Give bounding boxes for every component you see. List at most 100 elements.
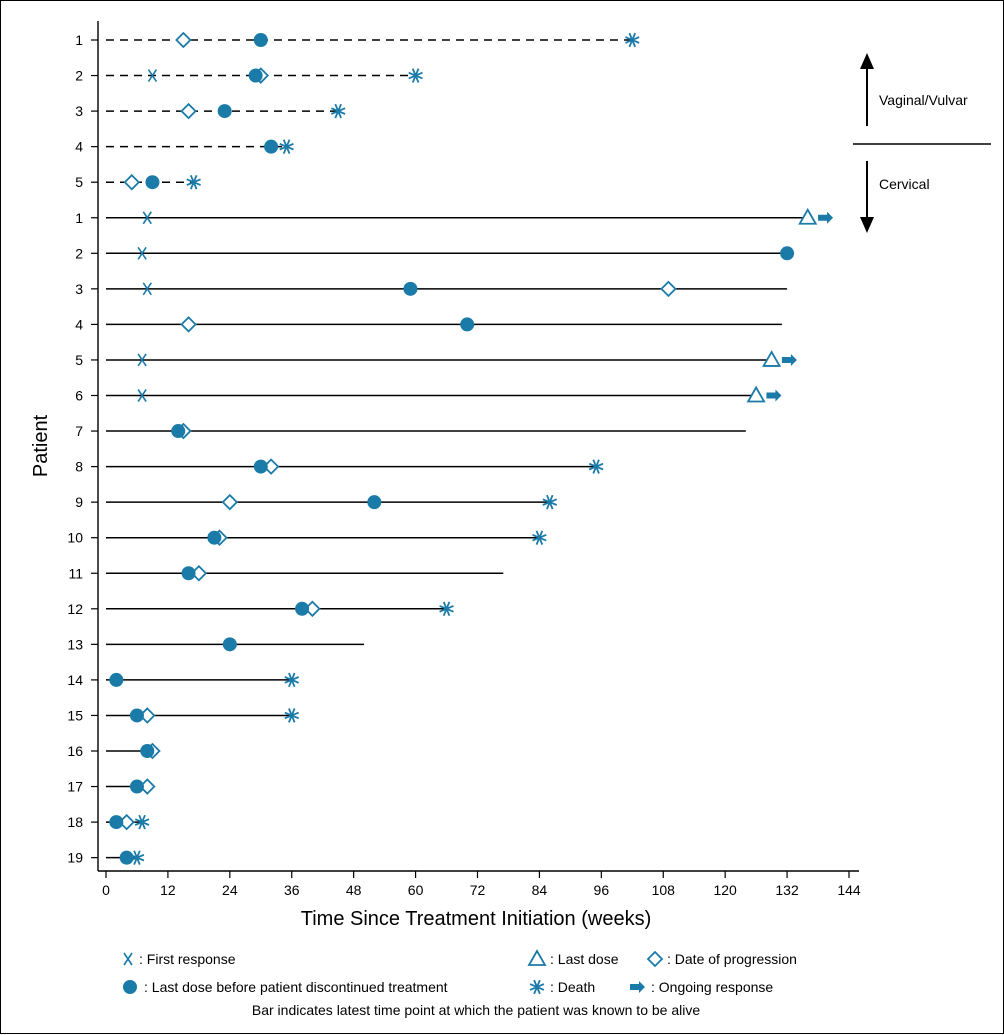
y-tick-label: 4 bbox=[75, 139, 83, 155]
first_response-marker bbox=[147, 69, 158, 82]
patient-row: 3 bbox=[75, 102, 346, 120]
discontinued-marker bbox=[109, 672, 124, 687]
patient-row: 7 bbox=[75, 422, 746, 440]
legend-progression-label: : Date of progression bbox=[667, 951, 797, 967]
y-tick-label: 5 bbox=[75, 174, 83, 190]
death-marker bbox=[186, 174, 201, 190]
ongoing-marker bbox=[766, 389, 782, 402]
patient-row: 9 bbox=[75, 493, 558, 511]
x-tick-label: 12 bbox=[160, 882, 176, 898]
ongoing-marker bbox=[781, 353, 797, 366]
discontinued-marker bbox=[780, 246, 795, 261]
legend-ongoing-label: : Ongoing response bbox=[651, 979, 773, 995]
discontinued-marker bbox=[248, 68, 263, 83]
patient-row: 5 bbox=[75, 173, 201, 191]
discontinued-marker bbox=[119, 850, 134, 865]
legend-death-label: : Death bbox=[550, 979, 595, 995]
y-tick-label: 8 bbox=[75, 459, 83, 475]
x-tick-label: 36 bbox=[284, 882, 300, 898]
progression-marker bbox=[646, 950, 664, 968]
death-marker bbox=[588, 459, 604, 474]
patient-row: 1 bbox=[75, 31, 640, 49]
death-marker bbox=[542, 494, 558, 510]
y-tick-label: 2 bbox=[75, 68, 83, 84]
x-tick-label: 120 bbox=[713, 882, 737, 898]
y-tick-label: 13 bbox=[67, 636, 83, 652]
x-tick-label: 24 bbox=[222, 882, 238, 898]
first_response-marker bbox=[142, 282, 152, 296]
patient-row: 16 bbox=[67, 742, 161, 760]
patient-row: 11 bbox=[68, 564, 504, 582]
patient-row: 2 bbox=[75, 67, 423, 84]
x-tick-label: 0 bbox=[102, 882, 110, 898]
discontinued-marker bbox=[207, 530, 222, 545]
y-tick-label: 17 bbox=[67, 779, 83, 795]
legend-discontinued-label: : Last dose before patient discontinued … bbox=[144, 979, 448, 995]
discontinued-marker bbox=[222, 637, 237, 652]
discontinued-marker bbox=[129, 708, 144, 723]
death-marker bbox=[134, 814, 150, 830]
legend-death: : Death bbox=[529, 979, 595, 995]
legend-last-dose: : Last dose bbox=[527, 949, 619, 967]
patient-row: 12 bbox=[67, 600, 454, 618]
x-tick-label: 72 bbox=[470, 882, 486, 898]
group-annotation: Vaginal/Vulvar Cervical bbox=[853, 53, 991, 233]
x-tick-label: 132 bbox=[775, 882, 799, 898]
discontinued-marker bbox=[109, 815, 124, 830]
discontinued-marker bbox=[123, 980, 137, 994]
patient-row: 15 bbox=[67, 707, 300, 724]
discontinued-marker bbox=[181, 566, 196, 581]
discontinued-marker bbox=[145, 175, 160, 190]
death-marker bbox=[529, 979, 545, 995]
discontinued-marker bbox=[171, 424, 186, 439]
y-tick-label: 2 bbox=[75, 245, 83, 261]
x-tick-label: 84 bbox=[532, 882, 548, 898]
x-tick-label: 60 bbox=[408, 882, 424, 898]
legend-ongoing: : Ongoing response bbox=[630, 979, 773, 995]
last_dose-marker bbox=[798, 207, 818, 225]
patient-row: 4 bbox=[75, 139, 294, 155]
y-tick-label: 1 bbox=[75, 210, 83, 226]
y-tick-label: 1 bbox=[75, 32, 83, 48]
arrow-up-head-icon bbox=[860, 53, 874, 69]
first_response-marker bbox=[137, 353, 147, 367]
patient-row: 1 bbox=[75, 207, 834, 226]
discontinued-marker bbox=[295, 601, 310, 616]
last_dose-marker bbox=[527, 949, 547, 966]
y-tick-label: 5 bbox=[75, 352, 83, 368]
death-marker bbox=[625, 32, 640, 48]
patient-row: 3 bbox=[75, 280, 788, 298]
x-tick-label: 96 bbox=[594, 882, 610, 898]
legend: : First response: Last dose: Date of pro… bbox=[123, 949, 797, 1018]
legend-discontinued: : Last dose before patient discontinued … bbox=[123, 979, 448, 995]
death-marker bbox=[284, 672, 300, 688]
y-tick-label: 15 bbox=[67, 707, 83, 723]
last_dose-marker bbox=[746, 385, 766, 403]
first_response-marker bbox=[142, 211, 152, 225]
death-marker bbox=[408, 68, 423, 83]
progression-marker bbox=[175, 31, 192, 49]
y-tick-label: 4 bbox=[75, 316, 83, 332]
last_dose-marker bbox=[762, 350, 782, 367]
patient-row: 8 bbox=[75, 458, 604, 475]
patient-row: 6 bbox=[75, 385, 782, 404]
death-marker bbox=[129, 850, 145, 865]
progression-marker bbox=[221, 493, 239, 511]
death-marker bbox=[279, 139, 294, 154]
first_response-marker bbox=[137, 246, 147, 260]
y-tick-label: 14 bbox=[67, 672, 83, 688]
progression-marker bbox=[180, 102, 197, 120]
x-tick-label: 144 bbox=[837, 882, 861, 898]
y-tick-label: 16 bbox=[67, 743, 83, 759]
patient-row: 18 bbox=[67, 813, 150, 831]
legend-progression: : Date of progression bbox=[646, 950, 797, 968]
patient-row: 5 bbox=[75, 350, 797, 368]
patient-row: 19 bbox=[67, 850, 145, 866]
axes: 0 12 24 36 48 60 72 84 96 108 120 132 144 bbox=[97, 21, 861, 898]
y-tick-label: 12 bbox=[67, 601, 83, 617]
y-tick-label: 19 bbox=[67, 850, 83, 866]
y-tick-label: 11 bbox=[68, 565, 83, 581]
patient-row: 2 bbox=[75, 245, 795, 261]
